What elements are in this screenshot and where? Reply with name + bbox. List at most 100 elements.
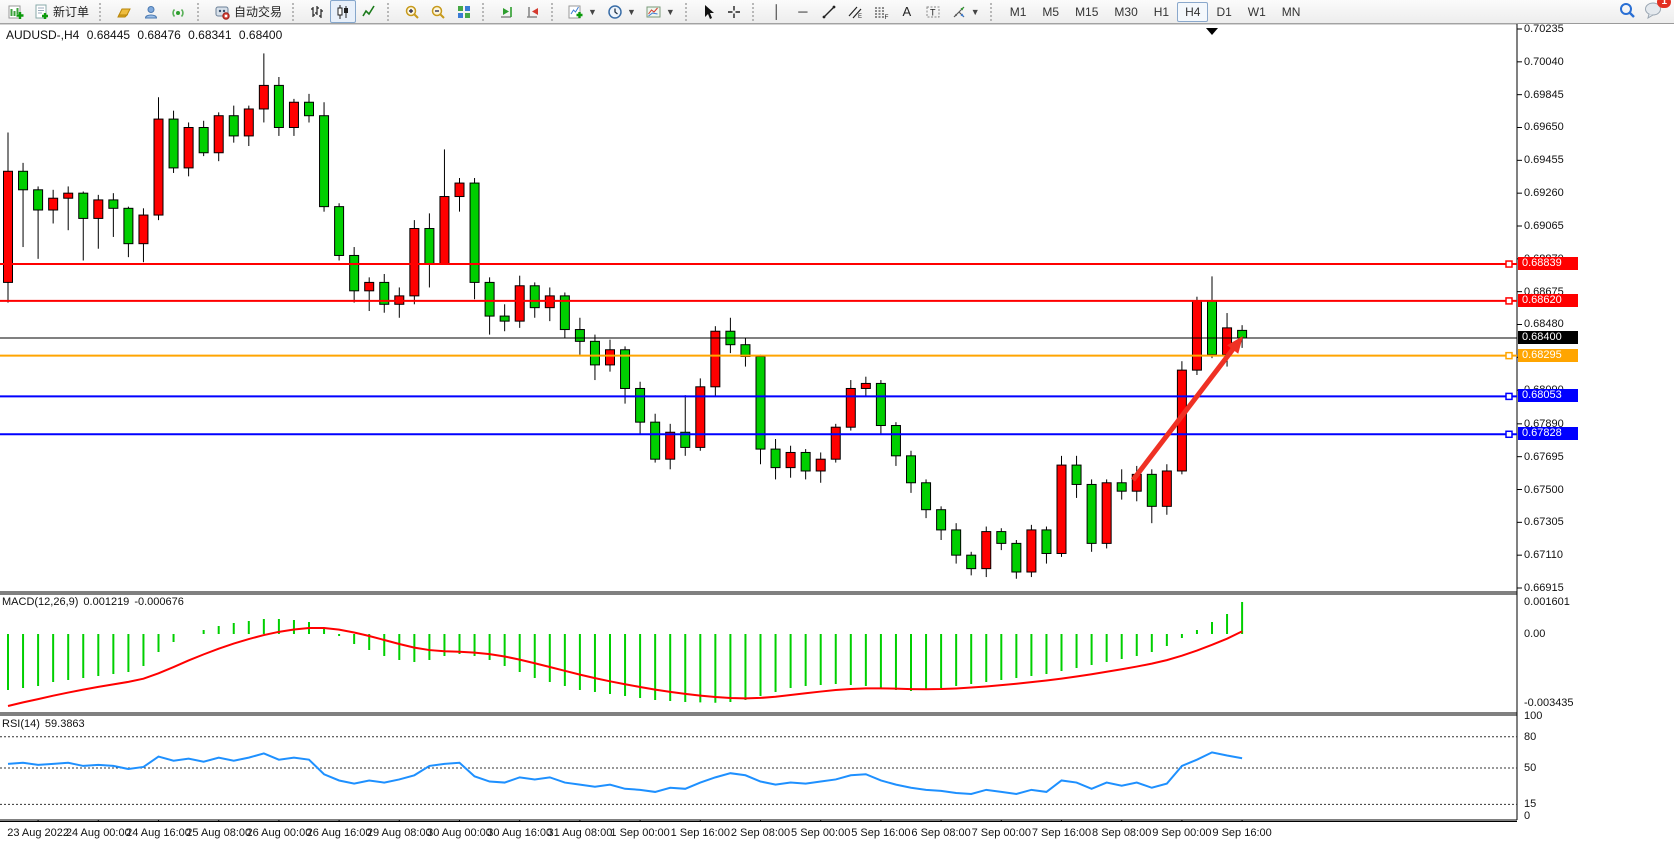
separator [292,2,299,21]
vertical-line-icon: │ [772,3,781,19]
time-tick-label: 23 Aug 2022 [7,827,69,839]
timeframe-button-m30[interactable]: M30 [1114,4,1138,19]
price-tick: 0.69455 [1524,154,1564,167]
macd-axis-tick: 0.001601 [1524,595,1570,608]
profile-icon [143,4,160,20]
periods-button[interactable]: ▼ [602,0,641,23]
price-tick: 0.69260 [1524,187,1564,200]
svg-text:F: F [884,14,888,20]
new-chart-button[interactable] [3,0,29,23]
time-tick-label: 26 Aug 00:00 [246,827,312,839]
price-tick: 0.69065 [1524,219,1564,232]
toolbar: 新订单 自动交易 [0,0,1674,24]
time-tick-label: 26 Aug 16:00 [306,827,372,839]
channel-button[interactable]: E [842,0,868,23]
svg-text:E: E [858,14,862,20]
new-order-label: 新订单 [53,5,90,19]
channel-icon: E [847,4,863,20]
rsi-axis-tick: 100 [1524,710,1543,722]
text-button[interactable]: A [894,0,920,23]
time-tick-label: 8 Sep 08:00 [1092,827,1152,839]
indicators-button[interactable]: ▼ [563,0,602,23]
rsi-axis-tick: 15 [1524,798,1537,811]
time-axis[interactable]: 23 Aug 2022 24 Aug 00:00 24 Aug 16:00 25 Au… [0,821,1517,844]
chart-shift-button[interactable] [520,0,546,23]
rsi-axis-tick: 50 [1524,762,1537,774]
chart-canvas[interactable] [0,23,1674,821]
time-tick-label: 7 Sep 00:00 [971,827,1031,839]
timeframe-button-m5[interactable]: M5 [1042,4,1060,19]
rsi-axis-tick: 0 [1524,810,1531,822]
bar-chart-icon [309,4,325,20]
rsi-label: RSI(14) 59.3863 [2,718,85,730]
tile-windows-button[interactable] [451,0,477,23]
trendline-button[interactable] [816,0,842,23]
timeframe-button-h4[interactable]: H4 [1177,1,1209,22]
search-icon[interactable] [1618,1,1636,22]
horizontal-line-icon: ─ [798,3,808,19]
community-button[interactable] [138,0,165,23]
text-label-icon: T [925,4,941,20]
bar-chart-button[interactable] [304,0,330,23]
autotrading-button[interactable]: 自动交易 [209,0,287,23]
timeframe-button-mn[interactable]: MN [1281,4,1301,19]
time-tick-label: 6 Sep 08:00 [911,827,971,839]
new-chart-icon [8,4,24,20]
chart-shift-icon [525,4,541,20]
zoom-in-button[interactable] [399,0,425,23]
line-chart-button[interactable] [356,0,382,23]
quote-high: 0.68476 [137,28,181,42]
hline-price-box: 0.68620 [1518,293,1578,307]
macd-value-signal: -0.000676 [134,596,184,608]
chevron-down-icon: ▼ [626,6,636,17]
zoom-in-icon [404,4,420,20]
templates-button[interactable]: ▼ [641,0,680,23]
price-tick: 0.69650 [1524,121,1564,134]
cursor-button[interactable] [697,0,721,23]
macd-axis-tick: 0.00 [1524,628,1546,640]
crosshair-button[interactable] [721,0,747,23]
price-tick: 0.69845 [1524,88,1564,101]
price-tick: 0.67500 [1524,483,1564,496]
autotrading-label: 自动交易 [234,5,283,19]
hline-price-box: 0.68295 [1518,348,1578,362]
line-chart-icon [361,4,377,20]
crosshair-icon [726,4,742,20]
price-tick: 0.67695 [1524,450,1564,463]
market-button[interactable] [111,0,138,23]
timeframe-button-m1[interactable]: M1 [1009,4,1027,19]
timeframe-button-h1[interactable]: H1 [1153,4,1170,19]
separator [482,2,489,21]
signals-button[interactable] [165,0,192,23]
separator [387,2,394,21]
chevron-down-icon: ▼ [970,6,980,17]
chat-button[interactable]: 1 [1644,0,1671,22]
chart-region: AUDUSD-,H4 0.68445 0.68476 0.68341 0.684… [0,23,1674,844]
price-axis[interactable]: 0.70235 0.70040 0.69845 0.69650 0.69455 0.692… [1518,23,1674,823]
price-tick: 0.70235 [1524,23,1564,35]
new-order-button[interactable]: 新订单 [29,0,94,23]
candlestick-icon [335,4,351,20]
chevron-down-icon: ▼ [665,6,675,17]
shapes-button[interactable]: ▼ [946,0,985,23]
text-icon: A [902,3,912,19]
text-label-button[interactable]: T [920,0,946,23]
auto-scroll-button[interactable] [494,0,520,23]
vertical-line-button[interactable]: │ [764,0,790,23]
horizontal-line-button[interactable]: ─ [790,0,816,23]
timeframe-button-w1[interactable]: W1 [1247,4,1266,19]
time-tick-label: 2 Sep 08:00 [730,827,791,839]
time-tick-label: 9 Sep 00:00 [1152,827,1212,839]
zoom-out-button[interactable] [425,0,451,23]
quote-open: 0.68445 [86,28,131,42]
candlestick-button[interactable] [330,0,357,23]
timeframe-button-d1[interactable]: D1 [1216,4,1232,19]
hline-price-box: 0.68839 [1518,257,1578,271]
trendline-icon [821,4,837,20]
timeframe-button-m15[interactable]: M15 [1075,4,1099,19]
fibonacci-button[interactable]: F [868,0,894,23]
zoom-out-icon [430,4,446,20]
time-tick-label: 5 Sep 00:00 [791,827,851,839]
time-tick-label: 29 Aug 08:00 [366,827,432,839]
price-tick: 0.67305 [1524,516,1564,529]
